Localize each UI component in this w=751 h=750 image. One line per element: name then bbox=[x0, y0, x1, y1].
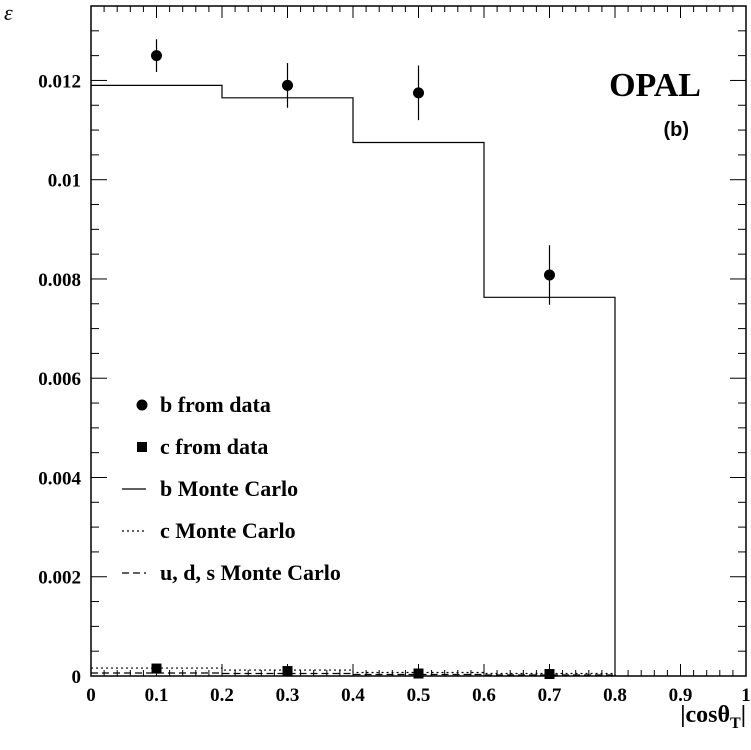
point-c-data bbox=[413, 668, 424, 679]
x-tick-label: 0.3 bbox=[276, 685, 300, 706]
y-tick-label: 0.008 bbox=[38, 270, 81, 291]
monte-carlo-histograms bbox=[91, 84, 616, 676]
x-tick-label: 0.6 bbox=[472, 685, 496, 706]
axis-tick-labels: 0 0.1 0.2 0.3 0.4 0.5 0.6 0.7 0.8 0.9 1 0 0.002 0.004… bbox=[38, 71, 751, 706]
y-tick-label: 0.006 bbox=[38, 369, 81, 390]
histogram-b-monte-carlo bbox=[91, 84, 616, 676]
legend-label: b from data bbox=[160, 392, 271, 417]
x-tick-label: 0.7 bbox=[538, 685, 562, 706]
legend: b from data c from data b Monte Carlo c Mon… bbox=[122, 392, 341, 585]
legend-marker-circle bbox=[136, 399, 148, 411]
x-tick-label: 1 bbox=[741, 685, 751, 706]
y-tick-label: 0.002 bbox=[38, 568, 81, 589]
axis-ticks bbox=[90, 5, 747, 677]
legend-label: u, d, s Monte Carlo bbox=[160, 560, 341, 585]
x-tick-label: 0.2 bbox=[210, 685, 234, 706]
y-tick-label: 0.004 bbox=[38, 468, 81, 489]
brand-label: OPAL bbox=[609, 67, 701, 104]
y-axis-label: ε bbox=[4, 0, 13, 25]
point-b-data bbox=[151, 50, 162, 62]
x-tick-label: 0.9 bbox=[669, 685, 693, 706]
point-b-data bbox=[282, 79, 293, 91]
x-axis-label-suffix: | bbox=[741, 702, 746, 728]
x-tick-label: 0 bbox=[86, 685, 96, 706]
histogram-c-monte-carlo bbox=[91, 667, 616, 676]
point-c-data bbox=[151, 663, 162, 674]
x-tick-label: 0.5 bbox=[407, 685, 431, 706]
data-points bbox=[151, 39, 555, 680]
x-tick-label: 0.8 bbox=[603, 685, 627, 706]
y-tick-label: 0 bbox=[72, 667, 82, 688]
legend-label: c from data bbox=[160, 434, 268, 459]
x-axis-label-symbol: θ bbox=[718, 702, 731, 728]
x-tick-label: 0.4 bbox=[341, 685, 365, 706]
x-tick-label: 0.1 bbox=[145, 685, 169, 706]
point-b-data bbox=[544, 269, 555, 281]
x-axis-label-subscript: T bbox=[730, 715, 741, 732]
panel-label: (b) bbox=[663, 119, 689, 141]
x-axis-label-prefix: |cos bbox=[680, 702, 717, 728]
legend-marker-square bbox=[137, 442, 147, 452]
y-tick-label: 0.01 bbox=[48, 171, 81, 192]
point-c-data bbox=[544, 669, 555, 680]
point-b-data bbox=[413, 87, 424, 99]
legend-label: c Monte Carlo bbox=[160, 518, 296, 543]
x-axis-label: |cosθT| bbox=[680, 702, 746, 732]
y-tick-label: 0.012 bbox=[38, 71, 81, 92]
legend-label: b Monte Carlo bbox=[160, 476, 298, 501]
point-c-data bbox=[282, 666, 293, 677]
